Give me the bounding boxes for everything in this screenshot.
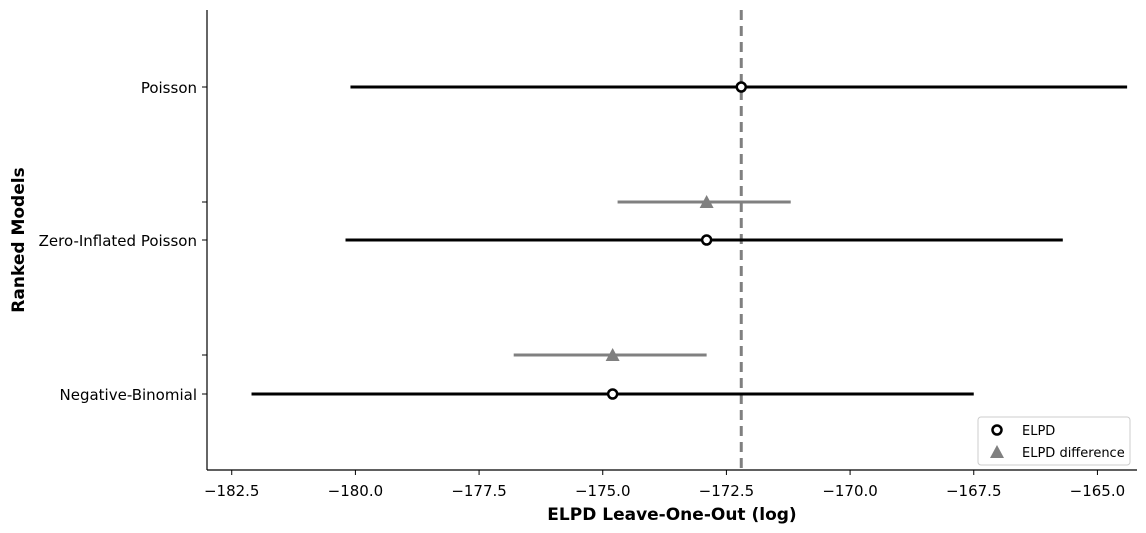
elpd-difference-point <box>605 348 620 361</box>
y-tick-label: Poisson <box>141 79 197 97</box>
x-tick-label: −172.5 <box>699 482 755 500</box>
y-tick-label: Zero-Inflated Poisson <box>39 232 197 250</box>
elpd-point <box>606 388 619 400</box>
x-axis-label: ELPD Leave-One-Out (log) <box>547 505 796 525</box>
plot-area <box>251 10 1128 470</box>
elpd-difference-point <box>699 195 714 208</box>
y-tick-label: Negative-Binomial <box>60 386 197 404</box>
legend: ELPD ELPD difference <box>977 416 1131 466</box>
x-tick-label: −180.0 <box>328 482 384 500</box>
y-axis-ticks: Poisson Zero-Inflated Poisson Negative-Bin… <box>39 79 207 404</box>
x-tick-label: −167.5 <box>946 482 1002 500</box>
legend-elpd-marker <box>991 424 1003 436</box>
x-tick-label: −182.5 <box>204 482 260 500</box>
x-axis-ticks: −182.5 −180.0 −177.5 −175.0 −172.5 −170.0 −167… <box>204 470 1125 500</box>
elpd-point <box>735 81 748 93</box>
legend-elpd-label: ELPD <box>1022 424 1055 439</box>
legend-box <box>977 416 1131 466</box>
legend-difference-label: ELPD difference <box>1022 446 1125 461</box>
x-tick-label: −170.0 <box>822 482 878 500</box>
legend-difference-marker <box>990 445 1004 458</box>
elpd-point <box>700 234 713 246</box>
x-tick-label: −175.0 <box>575 482 631 500</box>
y-axis-label: Ranked Models <box>9 167 29 312</box>
x-tick-label: −165.0 <box>1070 482 1126 500</box>
x-tick-label: −177.5 <box>451 482 507 500</box>
